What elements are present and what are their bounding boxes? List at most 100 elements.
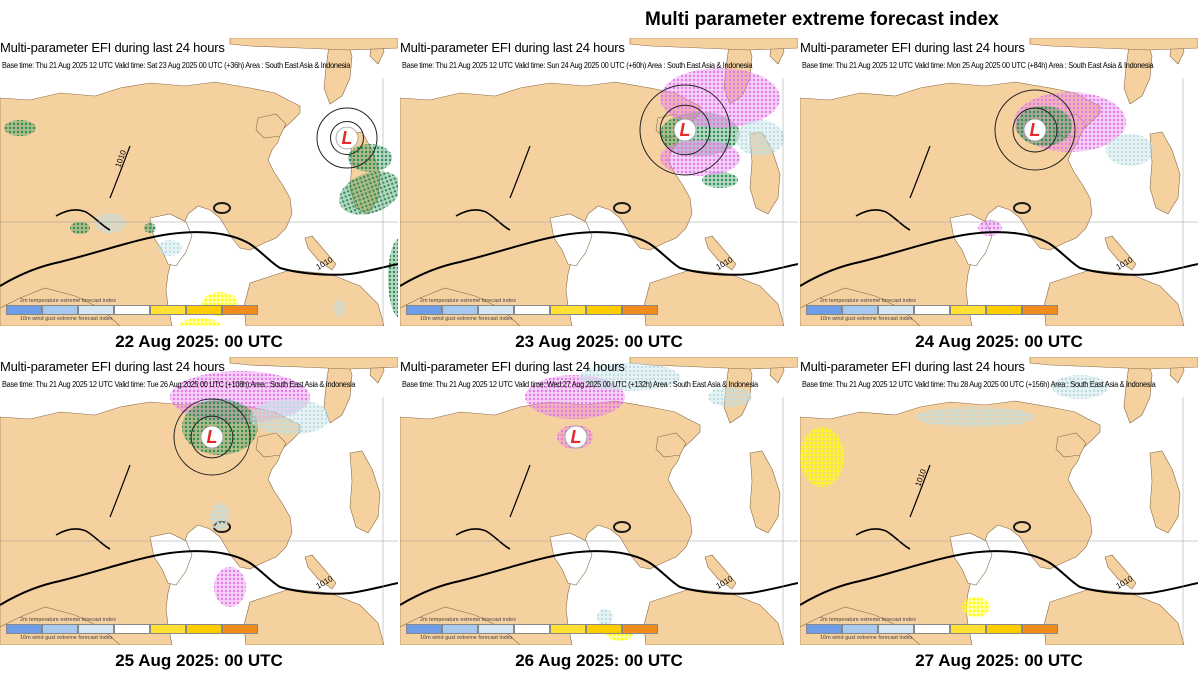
legend-colorbar [806, 305, 1058, 315]
panel-heading: Multi-parameter EFI during last 24 hours [800, 359, 1025, 374]
legend-label-wind-gust: 10m wind gust extreme forecast index [420, 316, 513, 322]
legend-swatch [622, 624, 658, 634]
tonle-sap-lake [1013, 202, 1031, 214]
isobar-small [55, 209, 111, 231]
isobar-small [855, 528, 911, 550]
legend-swatch [550, 624, 586, 634]
lightblue-efi-area [158, 240, 182, 256]
legend-swatch [514, 305, 550, 315]
panel-heading: Multi-parameter EFI during last 24 hours [0, 40, 225, 55]
low-badge [335, 126, 359, 150]
isobars [800, 145, 1198, 287]
lightblue-efi-area [736, 120, 784, 156]
legend-swatch [114, 624, 150, 634]
green-efi-area [144, 223, 156, 233]
isobar-1010 [0, 231, 398, 287]
panel-subtitle: Base time: Thu 21 Aug 2025 12 UTC Valid … [402, 379, 758, 389]
legend-label-temperature: 2m temperature extreme forecast index [20, 617, 116, 623]
legend-swatch [1022, 624, 1058, 634]
panel-caption-6: 27 Aug 2025: 00 UTC [915, 651, 1083, 670]
legend-swatch [806, 624, 842, 634]
efi-map-panel-4: 1010 L Multi-parameter EFI during last 24 … [0, 357, 398, 645]
isobar-small [455, 528, 511, 550]
low-pressure-marker: L [994, 89, 1076, 171]
legend-swatch [186, 624, 222, 634]
main-title: Multi parameter extreme forecast index [645, 9, 999, 30]
lightblue-efi-area [210, 503, 230, 531]
legend-swatch [222, 624, 258, 634]
panel-subtitle: Base time: Thu 21 Aug 2025 12 UTC Valid … [402, 60, 753, 70]
low-isobar-ring-inner [1012, 107, 1058, 153]
isobar-1010 [400, 550, 798, 606]
low-pressure-marker: L [173, 398, 251, 476]
low-isobar-ring [994, 89, 1076, 171]
panel-subtitle: Base time: Thu 21 Aug 2025 12 UTC Valid … [802, 379, 1156, 389]
legend-swatch [78, 624, 114, 634]
green-efi-area [4, 120, 36, 136]
green-efi-area [388, 238, 398, 318]
green-efi-area [339, 171, 398, 215]
efi-shading [800, 375, 1108, 617]
tonle-sap-lake [613, 202, 631, 214]
yellow-efi-area [962, 597, 990, 617]
efi-legend: 2m temperature extreme forecast index 10m… [400, 615, 658, 645]
lightblue-efi-area [1106, 134, 1154, 166]
legend-swatch [986, 305, 1022, 315]
lightblue-efi-area [708, 387, 752, 407]
isobar-1010-north [109, 145, 131, 199]
legend-swatch [150, 624, 186, 634]
efi-legend: 2m temperature extreme forecast index 10m… [800, 615, 1058, 645]
panel-caption-5: 26 Aug 2025: 00 UTC [515, 651, 683, 670]
efi-map-panel-5: 1010 L Multi-parameter EFI during last 24 … [400, 357, 798, 645]
isobar-1010-north [509, 464, 531, 518]
isobar-1010 [800, 550, 1198, 606]
panel-caption-1: 22 Aug 2025: 00 UTC [115, 332, 283, 351]
panel-heading: Multi-parameter EFI during last 24 hours [400, 359, 625, 374]
magenta-efi-area [660, 140, 740, 176]
legend-swatch [914, 624, 950, 634]
graticule [0, 397, 398, 645]
legend-swatch [986, 624, 1022, 634]
legend-label-temperature: 2m temperature extreme forecast index [820, 617, 916, 623]
legend-swatch [550, 305, 586, 315]
legend-swatch [222, 305, 258, 315]
legend-swatch [406, 624, 442, 634]
tonle-sap-lake [213, 202, 231, 214]
legend-swatch [78, 305, 114, 315]
yellow-efi-area [178, 318, 222, 326]
yellow-efi-area [800, 427, 844, 487]
legend-swatch [186, 305, 222, 315]
low-label: L [207, 427, 218, 447]
magenta-efi-area [660, 68, 780, 128]
low-isobar-ring-inner [659, 104, 711, 156]
low-pressure-marker: L [316, 107, 378, 169]
landmass [400, 357, 798, 645]
tonle-sap-lake [1013, 521, 1031, 533]
low-isobar-ring-inner [330, 121, 364, 155]
efi-legend: 2m temperature extreme forecast index 10m… [0, 615, 258, 645]
landmass [400, 38, 798, 326]
legend-swatch [514, 624, 550, 634]
legend-swatch [806, 305, 842, 315]
low-badge [564, 425, 588, 449]
panel-subtitle: Base time: Thu 21 Aug 2025 12 UTC Valid … [2, 60, 351, 70]
legend-swatch [622, 305, 658, 315]
isobars [400, 145, 798, 287]
legend-label-temperature: 2m temperature extreme forecast index [420, 298, 516, 304]
low-label: L [1030, 120, 1041, 140]
panel-caption-2: 23 Aug 2025: 00 UTC [515, 332, 683, 351]
low-badge [200, 425, 224, 449]
legend-swatch [878, 305, 914, 315]
landmass [800, 357, 1198, 645]
low-label: L [342, 128, 353, 148]
legend-swatch [1022, 305, 1058, 315]
legend-swatch [950, 624, 986, 634]
isobar-small [855, 209, 911, 231]
lightblue-efi-area [915, 407, 1035, 427]
isobar-1010-north [909, 145, 931, 199]
